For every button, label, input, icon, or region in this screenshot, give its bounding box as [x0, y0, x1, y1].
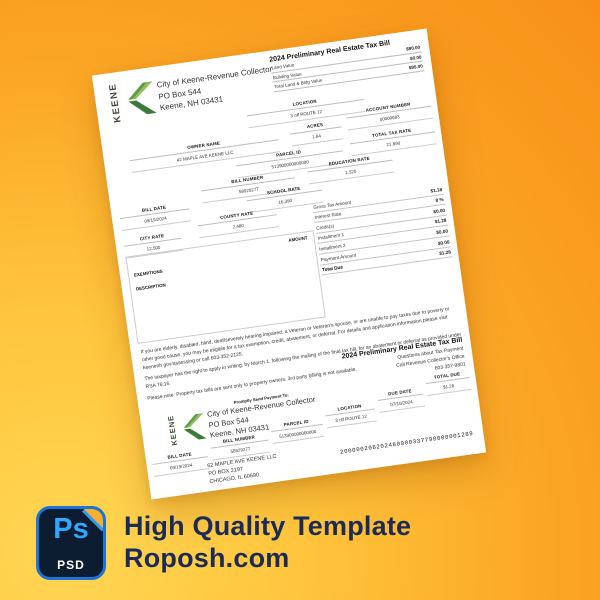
- keene-logo-text: KEENE: [107, 82, 124, 124]
- field-county-rate: COUNTY RATE 2.480: [196, 207, 279, 238]
- stub-field-due-date: DUE DATE 07/10/2024: [376, 386, 426, 413]
- field-total-tax-rate: TOTAL TAX RATE 21.890: [348, 124, 437, 156]
- stub-field-total-due: TOTAL DUE $1.28: [424, 370, 472, 396]
- psd-format-label: PSD: [57, 558, 85, 572]
- ps-logo-text: Ps: [53, 513, 89, 545]
- total-value: $90.00: [408, 63, 424, 71]
- keene-chevron-icon-stub: [183, 413, 207, 440]
- banner-title: High Quality Template: [124, 511, 412, 541]
- sender-block: KEENE City of Keene-Revenue Collector PO…: [107, 61, 277, 124]
- keene-chevron-icon: [128, 81, 157, 115]
- stub-sender-block: KEENE City of Keene-Revenue Collector PO…: [166, 395, 319, 447]
- field-acres: ACRES 1.84: [288, 119, 344, 146]
- building-value: $0.00: [409, 54, 422, 61]
- amount-header: AMOUNT: [288, 235, 308, 243]
- banner-text-block: High Quality Template Roposh.com: [124, 510, 411, 575]
- keene-logo-text-stub: KEENE: [165, 414, 180, 447]
- bill-header-block: 2024 Preliminary Real Estate Tax Bill La…: [269, 36, 425, 92]
- tax-summary: Gross Tax Amount $1.18 Interest Rate 8 %…: [311, 183, 453, 276]
- tax-bill-paper: 2024 Preliminary Real Estate Tax Bill La…: [91, 28, 487, 500]
- description-label: DESCRIPTION: [135, 282, 167, 292]
- stub-field-location: LOCATION 3 off ROUTE 12: [324, 401, 377, 428]
- field-bill-date: BILL DATE 09/19/2024: [118, 201, 192, 231]
- banner-site: Roposh.com: [124, 543, 290, 574]
- ocr-scanline: 200000208202480000337790000001289: [339, 430, 474, 456]
- land-value: $90.00: [405, 44, 421, 52]
- photoshop-file-icon: Ps PSD: [36, 506, 106, 580]
- stub-field-bill-date: BILL DATE 09/19/2024: [151, 449, 210, 477]
- exemptions-label: EXEMPTIONS: [133, 268, 163, 278]
